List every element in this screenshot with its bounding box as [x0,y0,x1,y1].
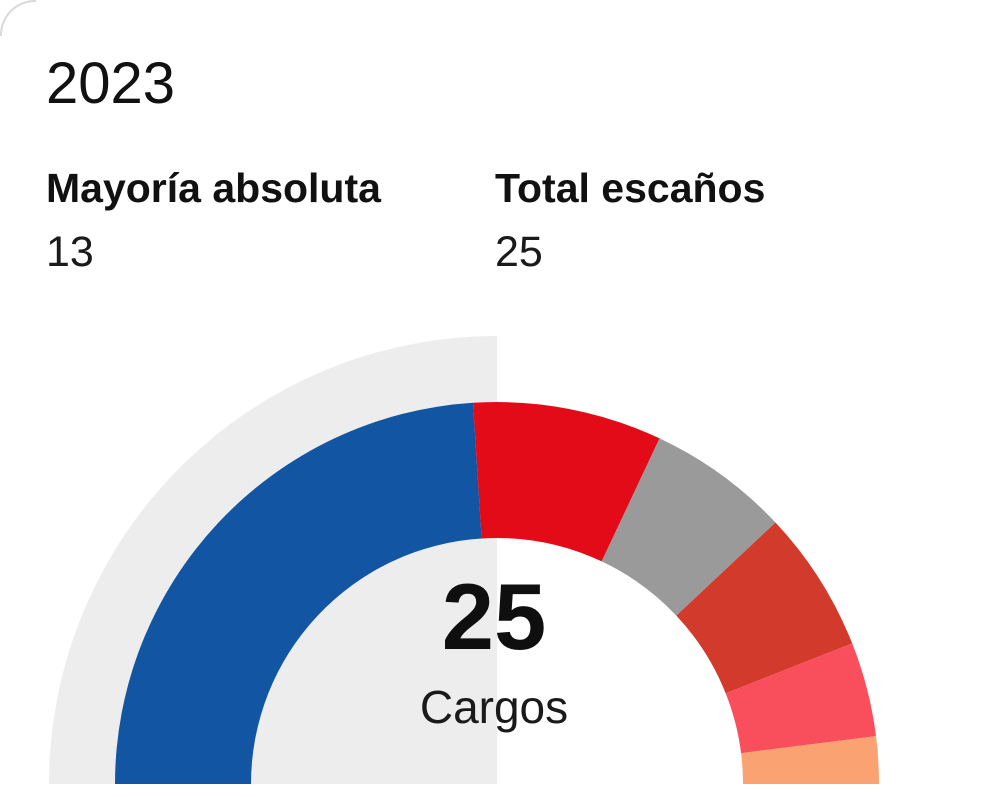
segment-pink-red[interactable] [725,643,876,754]
card-corner-border [0,0,37,37]
total-seats-label: Total escaños [495,165,766,211]
gauge-center-value: 25 [441,564,547,669]
majority-label: Mayoría absoluta [46,165,381,211]
gauge-center-label: Cargos [419,681,569,733]
segment-orange[interactable] [741,736,879,784]
total-seats-value: 25 [495,228,543,276]
segment-red[interactable] [473,402,660,562]
segment-dark-red[interactable] [676,522,853,694]
majority-value: 13 [46,228,94,276]
segment-gray[interactable] [601,438,776,616]
segment-blue[interactable] [115,402,482,784]
year-title: 2023 [46,51,176,116]
